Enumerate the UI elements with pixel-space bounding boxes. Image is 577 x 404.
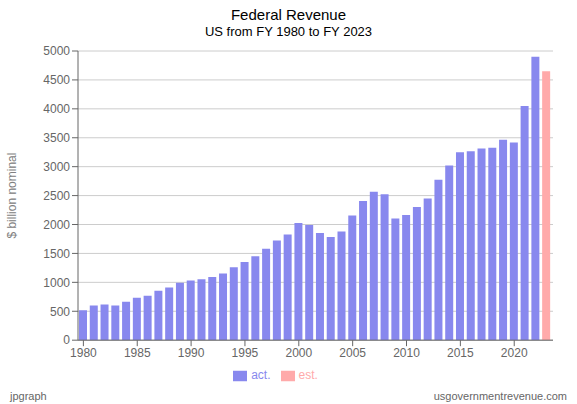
html-text:US from FY 1980 to FY 2023: US from FY 1980 to FY 2023: [204, 24, 373, 39]
html-text:est.: est.: [298, 368, 318, 383]
svg-text:2000: 2000: [285, 346, 312, 360]
svg-text:2000: 2000: [43, 218, 70, 232]
svg-text:2010: 2010: [393, 346, 420, 360]
svg-text:1990: 1990: [178, 346, 205, 360]
svg-text:1980: 1980: [70, 346, 97, 360]
svg-text:2005: 2005: [339, 346, 366, 360]
svg-text:2020: 2020: [501, 346, 528, 360]
svg-text:500: 500: [50, 305, 70, 319]
svg-text:5000: 5000: [43, 44, 70, 58]
html-text:jpgraph: jpgraph: [10, 389, 47, 402]
svg-text:1500: 1500: [43, 247, 70, 261]
svg-text:4000: 4000: [43, 102, 70, 116]
svg-text:4500: 4500: [43, 73, 70, 87]
html-text:Federal Revenue: Federal Revenue: [231, 6, 346, 23]
svg-text:3000: 3000: [43, 160, 70, 174]
svg-text:2015: 2015: [447, 346, 474, 360]
svg-text:$ billion nominal: $ billion nominal: [5, 153, 19, 239]
html-text:act.: act.: [251, 368, 271, 383]
svg-text:2500: 2500: [43, 189, 70, 203]
svg-text:3500: 3500: [43, 131, 70, 145]
svg-text:1985: 1985: [124, 346, 151, 360]
svg-text:1995: 1995: [232, 346, 259, 360]
html-text:usgovernmentrevenue.com: usgovernmentrevenue.com: [433, 389, 567, 402]
svg-text:0: 0: [63, 334, 70, 348]
svg-text:1000: 1000: [43, 276, 70, 290]
